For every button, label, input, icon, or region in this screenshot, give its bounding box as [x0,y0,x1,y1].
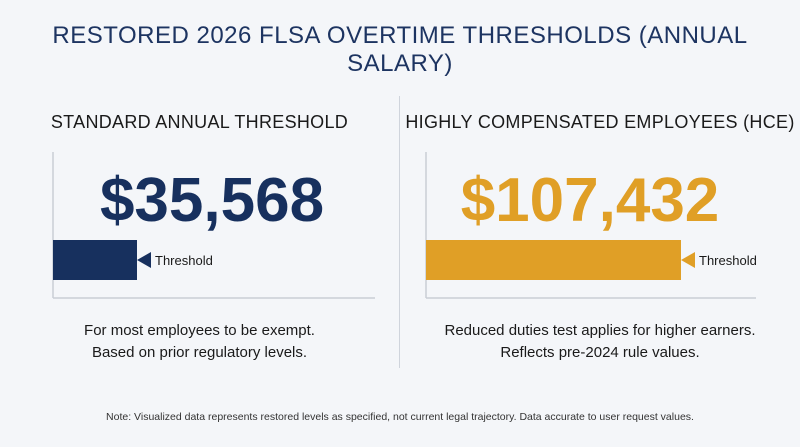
standard-description-line-2: Based on prior regulatory levels. [91,344,308,361]
hce-threshold-marker-icon [681,252,695,268]
hce-value-label: $107,432 [461,166,720,235]
footnote: Note: Visualized data represents restore… [106,411,694,423]
standard-threshold-bar [53,240,137,280]
hce-description-line-2: Reflects pre-2024 rule values. [500,344,700,361]
chart-title: RESTORED 2026 FLSA OVERTIME THRESHOLDS (… [52,22,748,77]
standard-threshold-heading: STANDARD ANNUAL THRESHOLD [50,112,349,132]
standard-threshold-description: For most employees to be exempt. Based o… [0,320,399,364]
standard-description-line-1: For most employees to be exempt. [84,322,315,339]
standard-threshold-chart: $35,568 Threshold [52,152,375,299]
hce-threshold-description: Reduced duties test applies for higher e… [400,320,800,364]
hce-threshold-chart: $107,432 Threshold [425,152,757,299]
standard-threshold-marker-icon [137,252,151,268]
standard-value-label: $35,568 [100,166,324,235]
panel-divider [399,96,400,368]
hce-description-line-1: Reduced duties test applies for higher e… [444,322,756,339]
standard-threshold-bar-label: Threshold [155,253,213,268]
hce-threshold-panel: HIGHLY COMPENSATED EMPLOYEES (HCE) $107,… [400,0,800,447]
standard-threshold-panel: STANDARD ANNUAL THRESHOLD $35,568 Thresh… [0,0,399,447]
hce-threshold-bar [426,240,681,280]
hce-threshold-heading: HIGHLY COMPENSATED EMPLOYEES (HCE) [405,112,795,132]
hce-threshold-bar-label: Threshold [699,253,757,268]
